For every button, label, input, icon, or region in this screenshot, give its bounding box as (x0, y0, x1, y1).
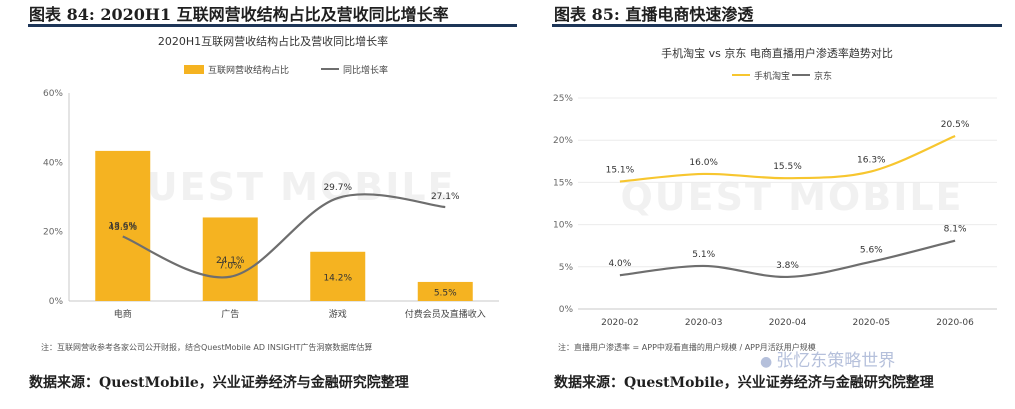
line-value-label: 7.0% (219, 262, 242, 272)
taobao-line (619, 134, 956, 183)
y-tick-label: 0% (559, 305, 574, 315)
chart-title: 2020H1互联网营收结构占比及营收同比增长率 (158, 34, 388, 48)
bar-4 (417, 281, 473, 301)
account-watermark: ● 张忆东策略世界 (760, 346, 895, 371)
legend-label-line: 同比增长率 (343, 64, 388, 76)
x-tick-label: 2020-05 (852, 318, 890, 328)
line-value-label: 18.6% (108, 222, 137, 232)
y-tick-label: 5% (559, 263, 574, 273)
legend-label-bar: 互联网营收结构占比 (208, 64, 289, 76)
x-tick-label: 付费会员及直播收入 (405, 308, 486, 320)
figure-85-title: 图表 85: 直播电商快速渗透 (554, 5, 754, 24)
line-value-label: 16.0% (689, 158, 718, 168)
bar-value-label: 43.3% (108, 223, 137, 233)
bar-3 (310, 251, 366, 301)
account-watermark-text: 张忆东策略世界 (776, 351, 896, 371)
bar-2 (202, 217, 258, 301)
x-tick-label: 2020-06 (936, 318, 974, 328)
line-value-label: 15.1% (606, 166, 635, 176)
figure-84-title: 图表 84: 2020H1 互联网营收结构占比及营收同比增长率 (29, 5, 449, 24)
title-rule-right (552, 24, 1002, 27)
figure-84-source: 数据来源：QuestMobile，兴业证券经济与金融研究院整理 (29, 375, 409, 391)
bar-value-label: 24.1% (216, 256, 245, 266)
legend-label-jd: 京东 (814, 70, 832, 82)
line-value-label: 4.0% (608, 259, 631, 269)
wechat-icon: ● (760, 354, 773, 370)
bar-value-label: 14.2% (323, 273, 352, 283)
x-tick-label: 2020-03 (685, 318, 723, 328)
line-value-label: 5.6% (860, 246, 883, 256)
line-value-label: 8.1% (944, 225, 967, 235)
line-value-label: 15.5% (773, 162, 802, 172)
y-tick-label: 20% (43, 228, 63, 238)
x-tick-label: 游戏 (329, 308, 347, 320)
figure-85-source: 数据来源：QuestMobile，兴业证券经济与金融研究院整理 (554, 375, 934, 391)
x-tick-label: 广告 (221, 308, 239, 320)
title-rule-left (28, 24, 517, 27)
line-value-label: 27.1% (431, 192, 460, 202)
line-value-label: 20.5% (941, 120, 970, 130)
chart-watermark: QUEST MOBILE (620, 175, 963, 219)
bar-1 (95, 150, 151, 301)
chart-panel-right: 手机淘宝 vs 京东 电商直播用户渗透率趋势对比 QUEST MOBILE 手机淘宝… (552, 28, 1002, 368)
chart-note: 注：直播用户渗透率 = APP中观看直播的用户规模 / APP月活跃用户规模 (558, 342, 816, 352)
legend-label-taobao: 手机淘宝 (754, 70, 790, 82)
y-tick-label: 20% (553, 136, 573, 146)
y-tick-label: 15% (553, 178, 573, 188)
x-tick-label: 2020-02 (601, 318, 639, 328)
revenue-structure-chart: 2020H1互联网营收结构占比及营收同比增长率 QUEST MOBILE 互联网营收… (41, 34, 499, 352)
line-value-label: 3.8% (776, 261, 799, 271)
line-value-label: 5.1% (692, 250, 715, 260)
chart-panel-left: 2020H1互联网营收结构占比及营收同比增长率 QUEST MOBILE 互联网营收… (29, 28, 517, 368)
line-value-label: 16.3% (857, 155, 886, 165)
chart-watermark: QUEST MOBILE (112, 165, 455, 209)
y-tick-label: 40% (43, 158, 63, 168)
y-tick-label: 0% (49, 297, 64, 307)
y-tick-label: 25% (553, 94, 573, 104)
y-tick-label: 60% (43, 89, 63, 99)
bar-value-label: 5.5% (434, 288, 457, 298)
chart-title: 手机淘宝 vs 京东 电商直播用户渗透率趋势对比 (661, 46, 893, 60)
jd-line (619, 239, 956, 279)
live-commerce-penetration-chart: 手机淘宝 vs 京东 电商直播用户渗透率趋势对比 QUEST MOBILE 手机淘宝… (553, 46, 997, 352)
chart-note: 注：互联网营收参考各家公司公开财报，结合QuestMobile AD INSIG… (41, 342, 372, 352)
legend-swatch-bar (184, 65, 204, 74)
line-value-label: 29.7% (323, 183, 352, 193)
growth-line (122, 193, 446, 279)
x-tick-label: 2020-04 (769, 318, 807, 328)
x-tick-label: 电商 (114, 308, 132, 320)
y-tick-label: 10% (553, 221, 573, 231)
